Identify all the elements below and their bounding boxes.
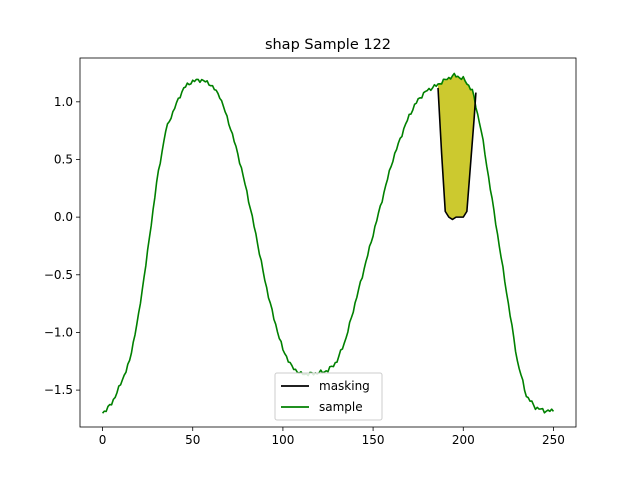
x-tick-label: 150 [362, 433, 385, 447]
x-tick-label: 250 [542, 433, 565, 447]
y-tick-label: 0.0 [54, 210, 73, 224]
x-tick-label: 200 [452, 433, 475, 447]
legend-box [274, 372, 383, 421]
legend: masking sample [274, 372, 383, 421]
legend-label-masking: masking [319, 379, 370, 393]
x-tick-label: 0 [99, 433, 107, 447]
masking-fill-region [438, 75, 476, 220]
masking-line [437, 87, 477, 221]
x-tick-label: 100 [271, 433, 294, 447]
y-tick-label: −0.5 [44, 268, 73, 282]
plot-area [101, 72, 555, 414]
legend-label-sample: sample [319, 400, 363, 414]
axes-frame [79, 57, 577, 428]
y-tick-label: 1.0 [54, 95, 73, 109]
x-tick-label: 50 [185, 433, 200, 447]
sample-line [101, 72, 555, 414]
axes: 0 50 100 150 200 250 −1.5 −1.0 −0.5 0.0 0.5 1.0 [44, 57, 577, 447]
y-tick-label: −1.5 [44, 383, 73, 397]
y-tick-label: −1.0 [44, 325, 73, 339]
chart-title: shap Sample 122 [265, 37, 391, 53]
y-tick-label: 0.5 [54, 152, 73, 166]
